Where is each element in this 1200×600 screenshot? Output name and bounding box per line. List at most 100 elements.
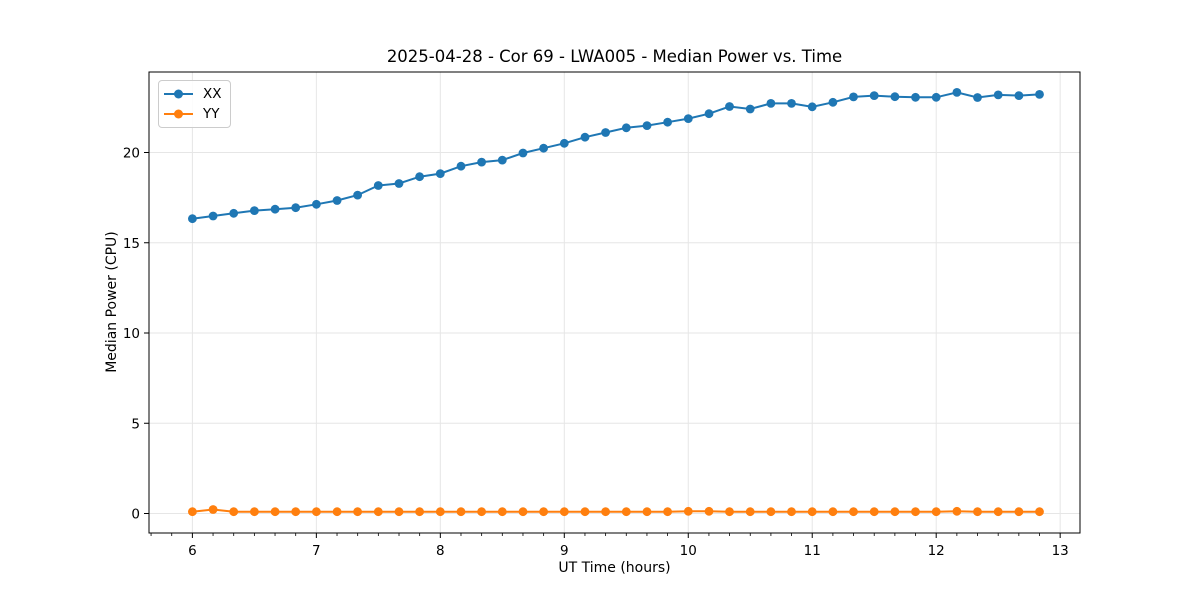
data-point-yy <box>188 507 197 517</box>
x-tick-label: 12 <box>928 543 945 559</box>
data-point-xx <box>745 104 755 114</box>
data-point-yy <box>580 507 590 517</box>
data-point-xx <box>539 143 548 153</box>
data-point-yy <box>250 507 259 517</box>
data-point-xx <box>725 102 734 111</box>
data-point-yy <box>291 507 301 517</box>
chart-title: 2025-04-28 - Cor 69 - LWA005 - Median Po… <box>386 47 843 66</box>
data-point-xx <box>663 117 672 127</box>
data-point-yy <box>931 507 941 517</box>
data-point-xx <box>353 190 362 200</box>
data-point-xx <box>312 199 321 209</box>
data-point-xx <box>642 121 652 130</box>
data-point-xx <box>621 123 631 133</box>
data-point-yy <box>828 507 838 517</box>
legend-line-marker-icon <box>164 109 193 119</box>
x-tick-label: 6 <box>188 543 197 559</box>
data-point-yy <box>704 506 714 516</box>
data-point-yy <box>807 507 817 517</box>
data-point-yy <box>663 507 672 517</box>
data-point-xx <box>456 161 466 171</box>
data-point-yy <box>993 507 1003 517</box>
data-point-xx <box>477 157 486 167</box>
data-point-xx <box>766 99 776 108</box>
data-point-yy <box>394 507 404 517</box>
data-point-xx <box>518 148 528 158</box>
data-point-xx <box>931 92 941 102</box>
data-point-xx <box>973 93 982 102</box>
data-point-yy <box>1035 507 1044 517</box>
x-tick-label: 10 <box>680 543 697 559</box>
data-point-xx <box>869 91 879 100</box>
data-point-yy <box>312 507 321 517</box>
data-point-xx <box>559 138 569 148</box>
data-point-yy <box>229 507 239 517</box>
data-point-yy <box>621 507 631 517</box>
data-point-yy <box>973 507 982 517</box>
y-axis-label: Median Power (CPU) <box>104 231 120 373</box>
data-point-xx <box>250 206 259 216</box>
data-point-yy <box>683 506 693 516</box>
data-point-xx <box>849 92 858 102</box>
data-point-xx <box>1035 90 1044 99</box>
data-point-yy <box>353 507 362 517</box>
y-tick-label: 15 <box>123 236 140 252</box>
data-point-yy <box>270 507 280 517</box>
data-point-xx <box>394 179 404 188</box>
legend-line-marker-icon <box>164 89 193 99</box>
data-point-xx <box>807 102 817 112</box>
data-point-yy <box>208 505 218 514</box>
data-point-yy <box>332 507 342 517</box>
data-point-yy <box>849 507 858 517</box>
data-point-xx <box>601 128 610 137</box>
data-point-xx <box>270 204 280 214</box>
data-point-yy <box>911 507 920 517</box>
y-tick-label: 5 <box>131 416 140 432</box>
plot-border <box>148 71 1081 534</box>
data-point-xx <box>332 196 342 205</box>
data-point-yy <box>518 507 528 517</box>
data-point-xx <box>208 211 218 221</box>
data-point-xx <box>580 132 590 142</box>
data-point-yy <box>869 507 879 517</box>
data-point-yy <box>642 507 652 517</box>
y-tick-label: 20 <box>123 146 140 162</box>
series-line-xx <box>192 91 1040 220</box>
legend-item-yy: YY <box>163 105 222 123</box>
data-point-yy <box>456 507 466 517</box>
data-point-xx <box>828 97 838 107</box>
data-point-yy <box>477 507 486 517</box>
data-point-xx <box>683 114 693 123</box>
data-point-yy <box>539 507 548 517</box>
data-point-yy <box>601 507 610 517</box>
x-tick-label: 7 <box>312 543 321 559</box>
data-point-yy <box>725 507 734 517</box>
data-point-yy <box>745 507 755 517</box>
data-point-yy <box>1014 507 1024 517</box>
data-point-xx <box>787 99 796 108</box>
y-tick-label: 10 <box>123 326 140 342</box>
data-point-xx <box>704 109 714 119</box>
data-point-xx <box>952 88 962 97</box>
data-point-xx <box>229 208 239 218</box>
data-point-xx <box>291 203 301 213</box>
data-point-yy <box>952 506 962 516</box>
legend: XX YY <box>158 80 231 128</box>
data-point-yy <box>787 507 796 517</box>
data-point-xx <box>890 92 900 102</box>
legend-label-yy: YY <box>203 106 220 122</box>
data-point-yy <box>890 507 900 517</box>
data-point-xx <box>415 172 424 182</box>
data-point-xx <box>911 92 920 102</box>
data-point-yy <box>435 507 445 517</box>
x-tick-label: 13 <box>1052 543 1069 559</box>
legend-label-xx: XX <box>203 86 222 102</box>
data-point-yy <box>766 507 776 517</box>
data-point-yy <box>559 507 569 517</box>
data-point-xx <box>435 169 445 179</box>
data-point-yy <box>373 507 383 517</box>
data-point-xx <box>373 181 383 190</box>
x-tick-label: 8 <box>436 543 445 559</box>
